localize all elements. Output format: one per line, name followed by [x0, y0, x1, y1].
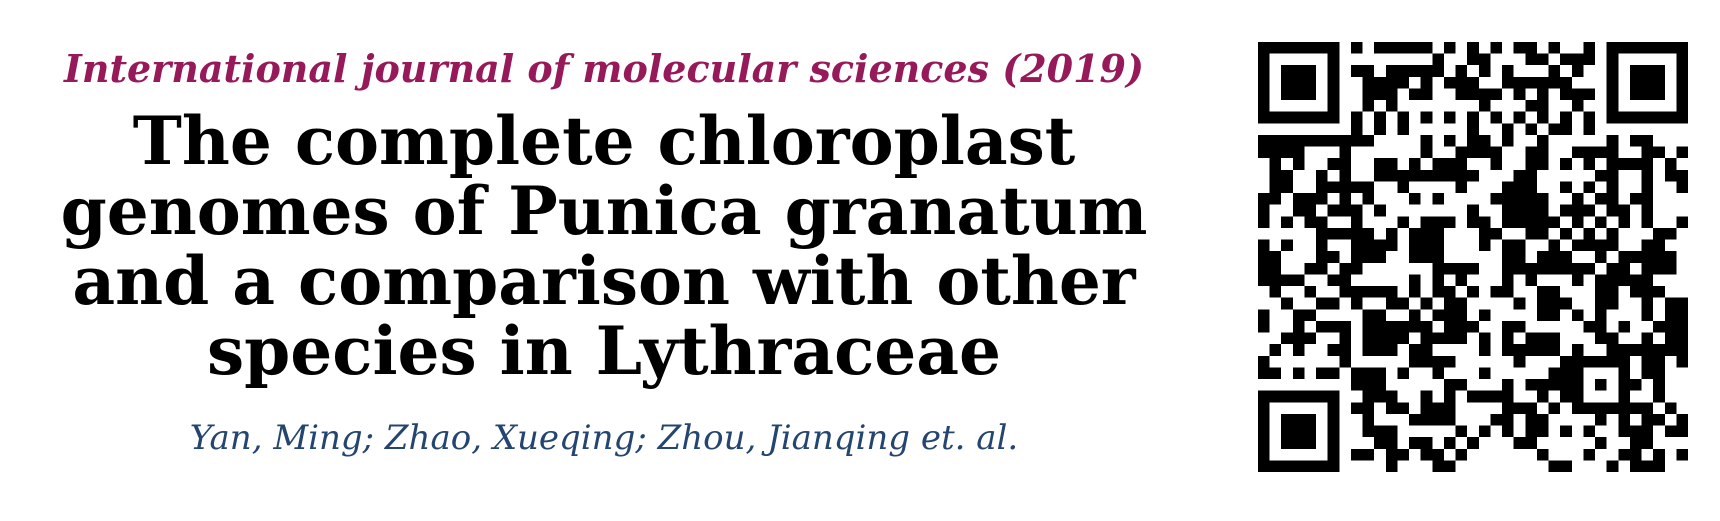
article-title: The complete chloroplast genomes of Puni…	[60, 102, 1148, 390]
citation-block: International journal of molecular scien…	[14, 40, 1194, 462]
journal-name: International journal of molecular scien…	[64, 46, 1144, 91]
qr-code-icon	[1258, 42, 1688, 472]
author-list: Yan, Ming; Zhao, Xueqing; Zhou, Jianqing…	[189, 418, 1019, 458]
